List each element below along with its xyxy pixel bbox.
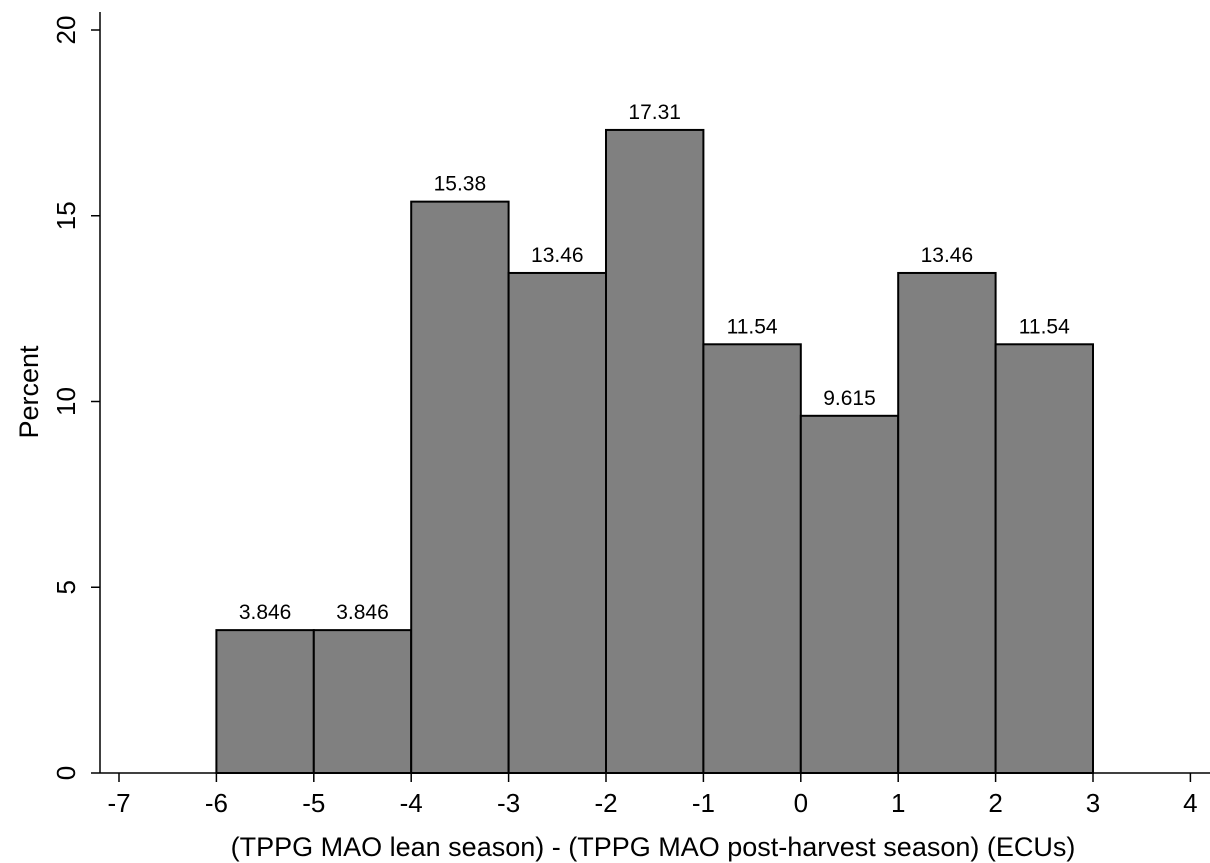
bars-group: [215, 128, 1094, 775]
data-label-4: 17.31: [628, 101, 681, 124]
data-label-5: 11.54: [727, 315, 778, 338]
x-tick-label-10: 3: [1086, 788, 1100, 818]
x-tick-label-8: 1: [891, 788, 905, 818]
data-label-1: 3.846: [336, 601, 389, 624]
y-tick-label-2: 10: [51, 387, 81, 416]
data-label-3: 13.46: [531, 244, 584, 267]
data-label-7: 13.46: [921, 244, 974, 267]
data-label-0: 3.846: [239, 601, 292, 624]
bar-4: [605, 128, 705, 775]
x-tick-label-5: -2: [594, 788, 617, 818]
y-tick-label-0: 0: [51, 766, 81, 780]
y-tick-label-1: 5: [51, 580, 81, 594]
y-tick-label-4: 20: [51, 16, 81, 45]
bar-1: [312, 629, 413, 774]
y-tick-label-3: 15: [51, 201, 81, 230]
bar-5: [702, 343, 802, 774]
bar-6: [799, 414, 900, 774]
x-axis-title: (TPPG MAO lean season) - (TPPG MAO post-…: [231, 832, 1076, 862]
x-tick-label-6: -1: [692, 788, 715, 818]
bar-0: [215, 629, 315, 774]
x-tick-label-9: 2: [988, 788, 1002, 818]
x-tick-label-11: 4: [1183, 788, 1197, 818]
x-tick-label-1: -6: [205, 788, 228, 818]
x-tick-label-7: 0: [794, 788, 808, 818]
data-label-2: 15.38: [434, 173, 487, 196]
x-tick-label-4: -3: [497, 788, 520, 818]
x-tick-label-2: -5: [302, 788, 325, 818]
x-ticks-group: -7 -6 -5 -4 -3 -2 -1 0 1 2 3 4: [107, 773, 1198, 818]
bar-7: [897, 271, 997, 774]
x-tick-label-0: -7: [107, 788, 130, 818]
x-tick-label-3: -4: [400, 788, 423, 818]
data-labels-group: 3.846 3.846 15.38 13.46 17.31 11.54 9.615 13.46…: [239, 101, 1070, 624]
y-axis-title: Percent: [14, 345, 44, 439]
data-label-8: 11.54: [1019, 315, 1070, 338]
y-ticks-group: 0 5 10 15 20: [51, 16, 100, 780]
bar-2: [410, 200, 510, 774]
bar-3: [507, 271, 608, 774]
data-label-6: 9.615: [823, 387, 876, 410]
bar-8: [994, 343, 1094, 774]
